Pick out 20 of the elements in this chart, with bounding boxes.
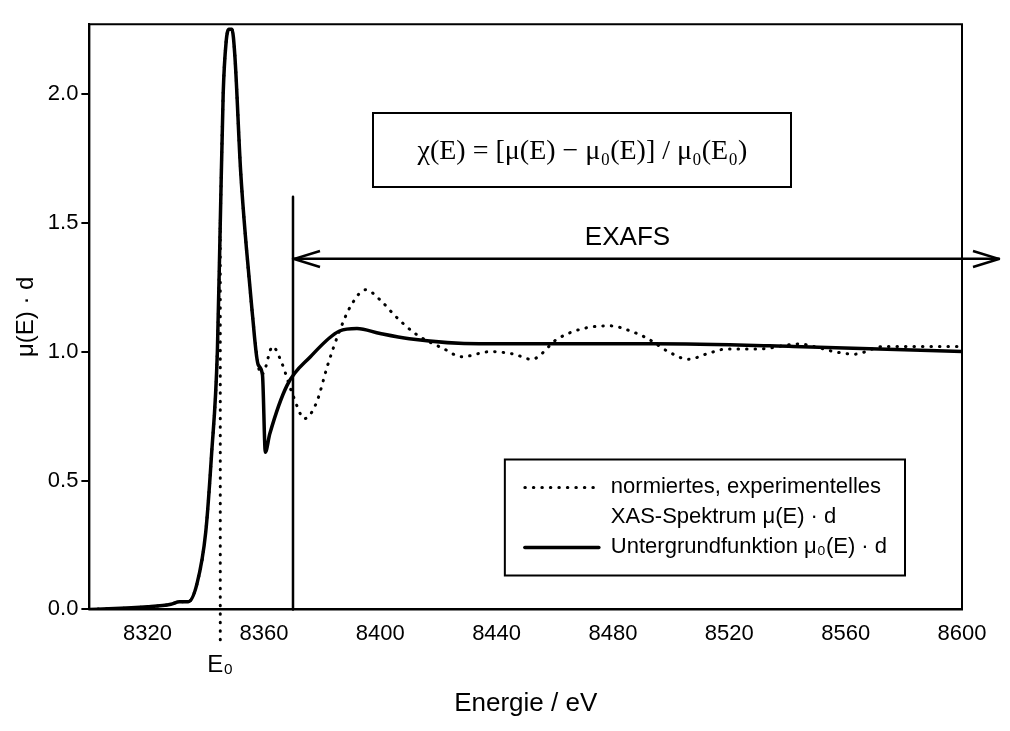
x-axis-title: Energie / eV	[454, 686, 598, 717]
y-tick-label: 0.0	[47, 595, 79, 621]
y-axis-title: μ(E) · d	[11, 276, 39, 358]
x-tick-label: 8440	[472, 619, 522, 645]
legend-label: normiertes, experimentelles XAS-Spektrum μ(E) · d	[610, 473, 882, 529]
y-tick-label: 0.5	[47, 466, 79, 492]
x-tick-label: 8400	[355, 619, 405, 645]
x-tick-label: 8520	[704, 619, 754, 645]
x-tick-label: 8600	[937, 619, 987, 645]
y-tick-label: 1.0	[47, 337, 79, 363]
ref-line-label: EXAFS	[584, 220, 671, 251]
x-tick-label: 8480	[588, 619, 638, 645]
x-tick-label: 8320	[123, 619, 173, 645]
legend-label: Untergrundfunktion μ₀(E) · d	[610, 533, 888, 559]
ref-line-label: E₀	[207, 650, 234, 678]
annotation: χ(E) = [μ(E) − μ₀(E)] / μ₀(E₀)	[417, 134, 748, 167]
x-tick-label: 8560	[821, 619, 871, 645]
y-tick-label: 1.5	[47, 208, 79, 234]
y-tick-label: 2.0	[47, 79, 79, 105]
x-tick-label: 8360	[239, 619, 289, 645]
